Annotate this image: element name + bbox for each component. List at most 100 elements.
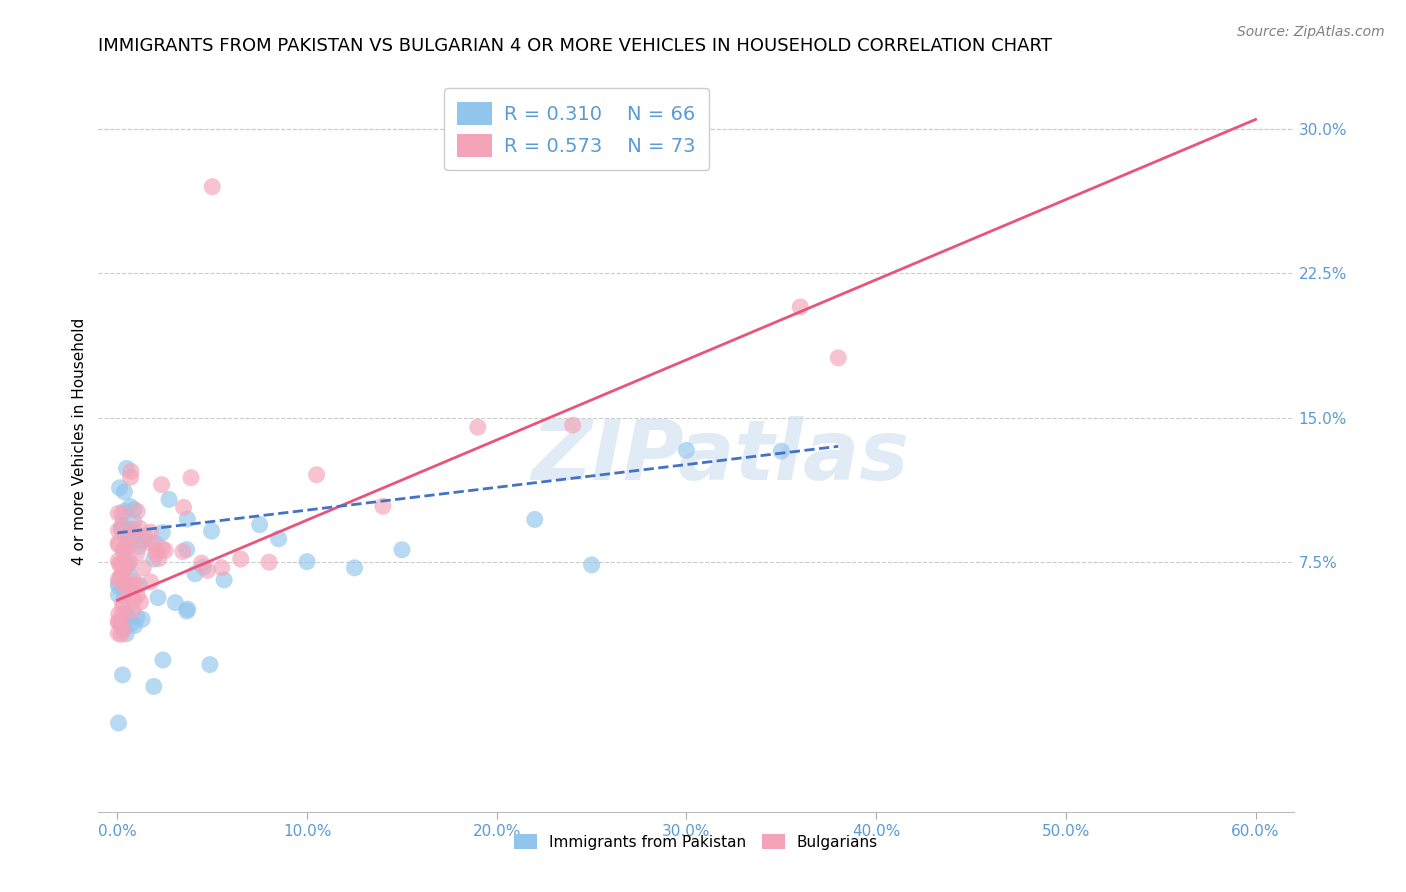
Point [198,657,221,672]
Point [107,626,129,640]
Point [107,588,129,602]
Point [675,443,697,458]
Point [267,532,290,546]
Point [122,522,145,536]
Point [148,551,170,566]
Point [127,504,149,518]
Point [115,607,138,621]
Point [176,604,198,618]
Point [467,420,489,434]
Point [107,716,129,731]
Point [115,609,138,624]
Point [134,529,156,543]
Point [176,542,198,557]
Point [110,616,132,631]
Point [145,536,167,550]
Point [108,557,131,571]
Point [211,560,233,574]
Point [107,576,129,591]
Point [146,543,169,558]
Point [118,539,141,553]
Point [180,471,202,485]
Point [128,521,150,535]
Point [295,555,318,569]
Point [121,604,143,618]
Point [110,557,132,571]
Point [110,615,132,630]
Point [129,533,152,548]
Point [131,612,153,626]
Point [176,512,198,526]
Point [122,502,145,516]
Point [107,554,129,568]
Point [132,561,155,575]
Point [249,517,271,532]
Point [110,522,132,536]
Point [107,579,129,593]
Point [139,536,162,550]
Point [212,573,235,587]
Point [115,582,138,597]
Point [120,464,142,478]
Point [125,546,148,560]
Point [120,500,142,514]
Point [124,618,146,632]
Point [112,597,135,611]
Point [114,541,136,556]
Point [114,504,136,518]
Point [343,561,366,575]
Point [827,351,849,365]
Point [118,555,141,569]
Point [122,514,145,528]
Point [115,559,138,574]
Point [153,543,176,558]
Point [150,541,173,556]
Point [142,552,165,566]
Point [128,578,150,592]
Point [121,528,143,542]
Point [110,572,132,586]
Point [127,588,149,602]
Point [229,552,252,566]
Point [124,574,146,589]
Point [111,607,134,621]
Point [122,593,145,607]
Point [129,595,152,609]
Point [142,680,165,694]
Point [134,533,156,547]
Point [107,538,129,552]
Point [371,500,394,514]
Point [120,470,142,484]
Point [112,541,135,556]
Point [107,607,129,622]
Point [118,568,141,582]
Point [110,574,132,589]
Point [112,544,135,558]
Point [195,563,218,577]
Point [107,524,129,538]
Y-axis label: 4 or more Vehicles in Household: 4 or more Vehicles in Household [72,318,87,566]
Point [115,524,138,539]
Text: IMMIGRANTS FROM PAKISTAN VS BULGARIAN 4 OR MORE VEHICLES IN HOUSEHOLD CORRELATIO: IMMIGRANTS FROM PAKISTAN VS BULGARIAN 4 … [98,37,1052,54]
Point [200,524,222,538]
Point [110,569,132,583]
Point [115,461,138,475]
Point [146,591,169,605]
Point [112,566,135,580]
Point [193,560,215,574]
Point [150,525,173,540]
Point [770,444,793,458]
Point [107,573,129,587]
Point [257,555,280,569]
Point [111,578,134,592]
Point [139,525,162,540]
Point [184,566,207,581]
Point [201,179,224,194]
Point [305,467,328,482]
Point [127,540,149,554]
Point [114,484,136,499]
Point [111,598,134,612]
Point [107,614,129,628]
Point [145,547,167,561]
Legend: Immigrants from Pakistan, Bulgarians: Immigrants from Pakistan, Bulgarians [508,828,884,856]
